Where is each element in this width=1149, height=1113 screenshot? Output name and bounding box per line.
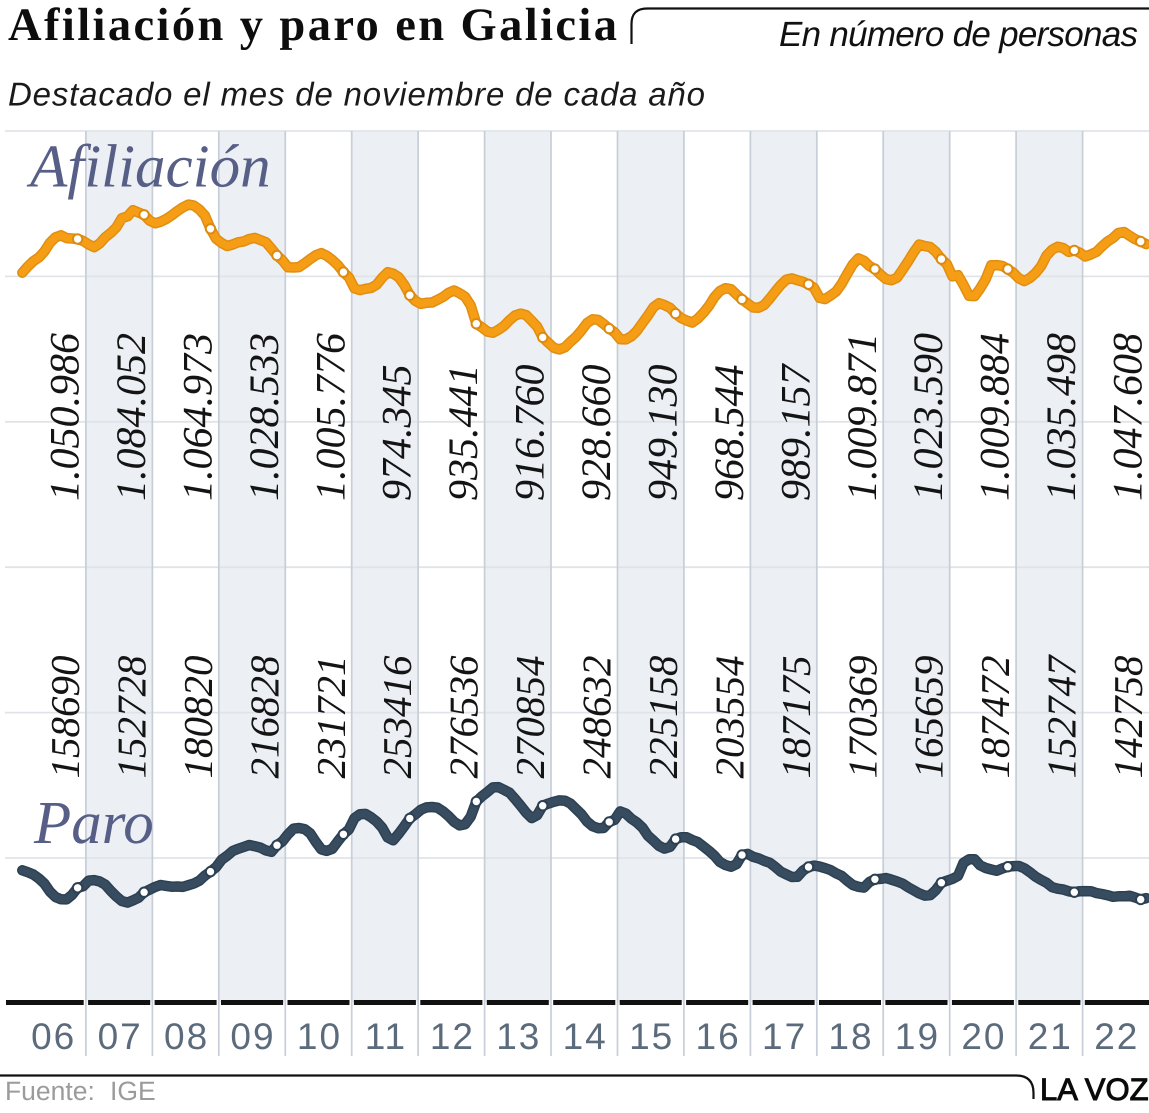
svg-text:276536: 276536 bbox=[441, 655, 487, 779]
svg-text:1.084.052: 1.084.052 bbox=[109, 333, 155, 501]
svg-text:203554: 203554 bbox=[706, 656, 752, 779]
svg-text:En número de personas: En número de personas bbox=[779, 15, 1138, 54]
svg-text:16: 16 bbox=[696, 1016, 741, 1057]
svg-text:187472: 187472 bbox=[972, 656, 1018, 779]
svg-text:15: 15 bbox=[629, 1016, 674, 1057]
svg-text:225158: 225158 bbox=[640, 655, 686, 779]
svg-text:1.050.986: 1.050.986 bbox=[43, 333, 89, 501]
svg-text:170369: 170369 bbox=[839, 656, 885, 779]
svg-text:10: 10 bbox=[297, 1016, 342, 1057]
svg-text:1.064.973: 1.064.973 bbox=[175, 333, 221, 501]
svg-text:1.028.533: 1.028.533 bbox=[242, 333, 288, 501]
svg-text:152728: 152728 bbox=[108, 655, 154, 779]
svg-text:142758: 142758 bbox=[1105, 655, 1149, 779]
svg-text:Afiliación y paro en Galicia: Afiliación y paro en Galicia bbox=[8, 0, 617, 51]
svg-text:949.130: 949.130 bbox=[641, 365, 687, 502]
svg-text:916.760: 916.760 bbox=[508, 365, 554, 502]
svg-text:928.660: 928.660 bbox=[574, 365, 620, 502]
svg-text:187175: 187175 bbox=[773, 656, 819, 779]
svg-text:1.035.498: 1.035.498 bbox=[1039, 333, 1085, 501]
svg-text:Fuente:: Fuente: bbox=[5, 1076, 95, 1106]
svg-text:06: 06 bbox=[31, 1016, 76, 1057]
svg-text:Paro: Paro bbox=[33, 790, 154, 857]
svg-text:20: 20 bbox=[961, 1016, 1006, 1057]
svg-text:13: 13 bbox=[496, 1016, 541, 1057]
svg-text:216828: 216828 bbox=[241, 655, 287, 779]
svg-text:152747: 152747 bbox=[1039, 654, 1085, 779]
svg-text:248632: 248632 bbox=[574, 656, 620, 779]
svg-text:974.345: 974.345 bbox=[375, 365, 421, 502]
svg-text:1.009.884: 1.009.884 bbox=[973, 333, 1019, 501]
svg-text:Afiliación: Afiliación bbox=[26, 134, 271, 201]
svg-text:17: 17 bbox=[762, 1016, 807, 1057]
svg-text:253416: 253416 bbox=[374, 655, 420, 779]
svg-text:270854: 270854 bbox=[507, 656, 553, 779]
svg-text:09: 09 bbox=[230, 1016, 275, 1057]
svg-text:1.023.590: 1.023.590 bbox=[906, 333, 952, 501]
svg-text:1.009.871: 1.009.871 bbox=[840, 333, 886, 501]
svg-text:180820: 180820 bbox=[175, 656, 221, 779]
svg-text:19: 19 bbox=[895, 1016, 940, 1057]
svg-text:989.157: 989.157 bbox=[773, 363, 819, 502]
svg-text:21: 21 bbox=[1028, 1016, 1073, 1057]
svg-text:12: 12 bbox=[430, 1016, 475, 1057]
svg-text:165659: 165659 bbox=[906, 656, 952, 779]
svg-text:08: 08 bbox=[164, 1016, 209, 1057]
svg-text:1.047.608: 1.047.608 bbox=[1106, 333, 1149, 501]
svg-text:LA VOZ: LA VOZ bbox=[1040, 1072, 1149, 1107]
svg-text:968.544: 968.544 bbox=[707, 365, 753, 502]
svg-text:158690: 158690 bbox=[42, 656, 88, 779]
svg-text:1.005.776: 1.005.776 bbox=[308, 333, 354, 501]
svg-text:22: 22 bbox=[1094, 1016, 1139, 1057]
svg-text:11: 11 bbox=[365, 1016, 407, 1057]
svg-text:18: 18 bbox=[828, 1016, 873, 1057]
svg-text:07: 07 bbox=[98, 1016, 143, 1057]
svg-text:935.441: 935.441 bbox=[441, 365, 487, 502]
svg-text:14: 14 bbox=[563, 1016, 608, 1057]
svg-text:IGE: IGE bbox=[110, 1076, 156, 1106]
svg-text:231721: 231721 bbox=[308, 656, 354, 779]
svg-text:Destacado el mes de noviembre: Destacado el mes de noviembre de cada añ… bbox=[8, 76, 705, 113]
